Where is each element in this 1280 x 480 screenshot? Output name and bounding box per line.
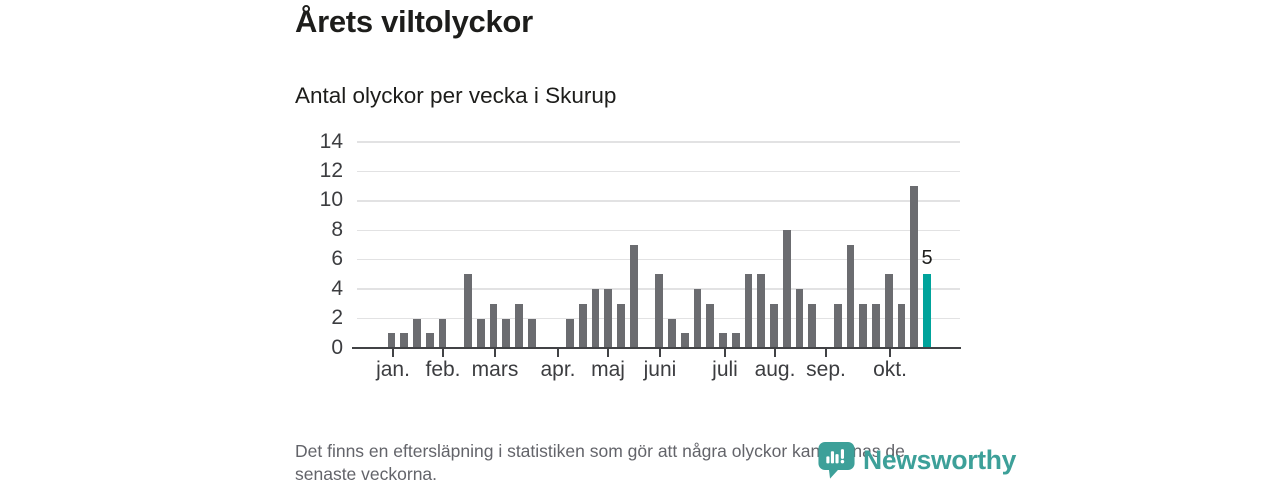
footnote: Det finns en eftersläpning i statistiken… bbox=[295, 440, 905, 480]
bar-week-37 bbox=[846, 245, 855, 348]
x-month-label-sep: sep. bbox=[806, 358, 846, 381]
bar-week-19 bbox=[617, 303, 625, 348]
x-tick-okt bbox=[888, 348, 892, 357]
bar-week-2 bbox=[400, 333, 409, 348]
bar-week-40 bbox=[884, 274, 893, 348]
bar-week-15 bbox=[566, 318, 574, 348]
x-tick-maj bbox=[606, 348, 610, 357]
bar-week-12 bbox=[527, 318, 536, 348]
x-tick-juli bbox=[723, 348, 727, 357]
bar-week-32 bbox=[782, 230, 791, 348]
bar-week-1 bbox=[387, 333, 396, 348]
bar-week-43 bbox=[923, 274, 931, 348]
x-month-label-maj: maj bbox=[591, 358, 625, 381]
gridline-y-12 bbox=[357, 170, 960, 173]
x-tick-jan bbox=[391, 348, 395, 357]
x-month-label-aug: aug. bbox=[754, 358, 796, 381]
newsworthy-pin-chart-icon bbox=[817, 441, 856, 479]
bar-week-20 bbox=[629, 245, 638, 348]
newsworthy-logo-text: Newsworthy bbox=[863, 444, 1017, 475]
bar-week-26 bbox=[706, 303, 715, 348]
bar-week-36 bbox=[833, 303, 842, 348]
bar-week-23 bbox=[668, 318, 676, 348]
bar-week-7 bbox=[464, 274, 472, 348]
y-tick-label-2: 2 bbox=[331, 306, 343, 330]
bar-week-31 bbox=[770, 303, 778, 348]
last-bar-value-label: 5 bbox=[921, 247, 933, 270]
bar-week-33 bbox=[795, 289, 804, 348]
y-tick-label-14: 14 bbox=[319, 129, 343, 153]
x-month-label-mars: mars bbox=[471, 358, 519, 381]
x-month-label-apr: apr. bbox=[540, 358, 576, 381]
bar-week-16 bbox=[578, 303, 587, 348]
x-month-label-okt: okt. bbox=[873, 358, 907, 381]
y-tick-label-8: 8 bbox=[331, 217, 343, 241]
chart-subtitle: Antal olyckor per vecka i Skurup bbox=[295, 83, 617, 108]
y-tick-label-12: 12 bbox=[319, 158, 343, 182]
gridline-y-14 bbox=[357, 141, 960, 143]
x-month-label-juni: juni bbox=[643, 358, 677, 381]
bar-week-17 bbox=[591, 289, 600, 348]
x-month-label-feb: feb. bbox=[425, 358, 461, 381]
bar-week-42 bbox=[910, 186, 919, 348]
x-tick-juni bbox=[658, 348, 662, 357]
bar-week-25 bbox=[693, 289, 702, 348]
bar-week-3 bbox=[413, 318, 421, 348]
bar-week-34 bbox=[808, 303, 817, 348]
x-axis-line bbox=[352, 346, 961, 350]
x-tick-feb bbox=[441, 348, 445, 357]
bar-week-18 bbox=[604, 289, 613, 348]
x-tick-apr bbox=[556, 348, 560, 357]
bar-week-4 bbox=[425, 333, 434, 348]
bar-week-30 bbox=[757, 274, 766, 348]
x-month-label-juli: juli bbox=[712, 358, 738, 381]
bar-week-41 bbox=[897, 303, 906, 348]
y-tick-label-10: 10 bbox=[319, 188, 343, 212]
x-month-label-jan: jan. bbox=[376, 358, 410, 381]
footnote-line: Det finns en eftersläpning i statistiken… bbox=[295, 441, 905, 461]
page-title: Årets viltolyckor bbox=[295, 4, 533, 39]
plot-area: 5 0 2 4 6 8 10 12 14 jan. feb. mars apr. maj juni juli… bbox=[320, 130, 961, 381]
y-tick-label-0: 0 bbox=[331, 335, 343, 359]
bar-week-22 bbox=[655, 274, 664, 348]
newsworthy-logo: Newsworthy bbox=[817, 441, 1016, 479]
x-tick-sep bbox=[824, 348, 828, 357]
y-tick-label-6: 6 bbox=[331, 247, 343, 271]
footnote-line: senaste veckorna. bbox=[295, 463, 438, 480]
x-tick-mars bbox=[493, 348, 497, 357]
bar-week-8 bbox=[476, 318, 485, 348]
bar-week-29 bbox=[744, 274, 753, 348]
bar-week-28 bbox=[731, 333, 740, 348]
bar-week-39 bbox=[872, 303, 880, 348]
gridline-y-6 bbox=[357, 258, 960, 261]
bar-week-9 bbox=[489, 303, 498, 348]
bar-week-11 bbox=[515, 303, 523, 348]
bar-week-24 bbox=[680, 333, 689, 348]
bar-week-5 bbox=[438, 318, 447, 348]
gridline-y-8 bbox=[357, 229, 960, 232]
gridline-y-10 bbox=[357, 200, 960, 202]
bar-week-10 bbox=[502, 318, 511, 348]
bar-week-27 bbox=[719, 333, 727, 348]
y-tick-label-4: 4 bbox=[331, 276, 343, 300]
bar-week-38 bbox=[859, 303, 868, 348]
x-tick-aug bbox=[773, 348, 777, 357]
